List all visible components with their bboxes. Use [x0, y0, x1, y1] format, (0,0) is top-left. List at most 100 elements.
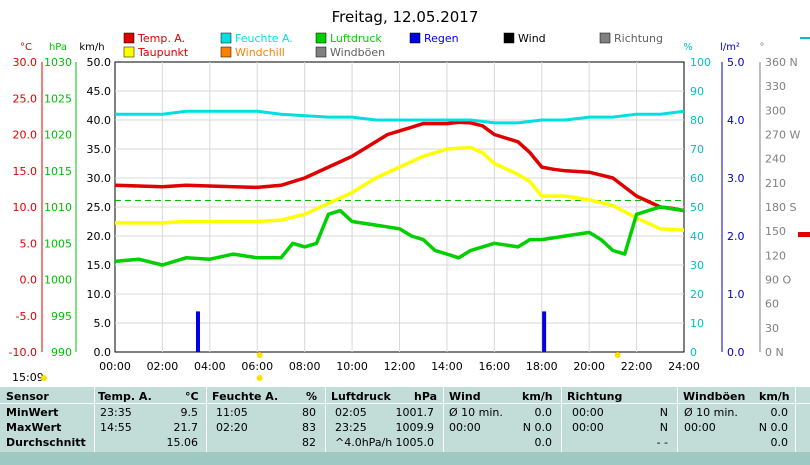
header-direction: Richtung [567, 390, 623, 403]
chart-title: Freitag, 12.05.2017 [332, 8, 479, 26]
tick-label-deg: 30 [765, 322, 779, 335]
table-cell-t-val: 21.7 [173, 421, 199, 434]
table-cell-g-time: 00:00 [684, 421, 716, 434]
tick-label-pct: 70 [690, 143, 704, 156]
tick-label-pct: 100 [690, 56, 711, 69]
rain-bar [195, 311, 200, 352]
tick-label-deg: 330 [765, 80, 786, 93]
table-cell-label: MaxWert [6, 421, 62, 434]
time-markers [41, 37, 810, 381]
header-temp: Temp. A. [98, 390, 152, 403]
chart-legend: Temp. A. Feuchte A. Luftdruck Regen Wind Rich… [123, 32, 663, 59]
table-cell-p-val: 1009.9 [395, 421, 435, 434]
x-tick-label: 14:00 [431, 360, 463, 373]
tick-label-deg: 240 [765, 153, 786, 166]
table-cell-w-time: Ø 10 min. [449, 406, 503, 419]
table-cell-h-val: 83 [302, 421, 316, 434]
tick-label-lm2: 5.0 [727, 56, 745, 69]
tick-label-temp: 25.0 [13, 92, 38, 105]
legend-label: Windchill [235, 46, 285, 59]
tick-label-lm2: 0.0 [727, 346, 745, 359]
legend-label: Richtung [614, 32, 663, 45]
legend-swatch [123, 46, 135, 58]
legend-label: Wind [518, 32, 546, 45]
legend-swatch [123, 32, 135, 44]
tick-label-temp: -10.0 [9, 346, 37, 359]
tick-label-hpa: 1010 [44, 201, 72, 214]
sun-marker-icon [256, 352, 263, 358]
table-cell-g-val: 0.0 [770, 406, 789, 419]
table-cell-d-time: 00:00 [572, 406, 604, 419]
table-cell-t-time: 23:35 [100, 406, 132, 419]
table-cell-p-time: 02:05 [335, 406, 367, 419]
tick-label-deg: 60 [765, 298, 779, 311]
axis-ticks: 30.025.020.015.010.05.00.0-5.0-10.010301… [9, 56, 801, 384]
series-line-luftdruck [114, 205, 685, 267]
table-cell-d-time: 00:00 [572, 421, 604, 434]
tick-label-lm2: 1.0 [727, 288, 745, 301]
tick-label-kmh: 40.0 [87, 114, 112, 127]
tick-label-deg: 270 W [765, 129, 800, 142]
x-tick-label: 24:00 [668, 360, 700, 373]
tick-label-pct: 40 [690, 230, 704, 243]
status-bar [0, 452, 810, 465]
tick-label-lm2: 3.0 [727, 172, 745, 185]
header-humidity-unit: % [306, 390, 318, 403]
header-pressure-unit: hPa [414, 390, 438, 403]
table-cell-g-val: 0.0 [770, 436, 789, 449]
tick-label-pct: 60 [690, 172, 704, 185]
tick-label-temp: 5.0 [20, 237, 38, 250]
sun-marker-icon [41, 375, 47, 381]
table-cell-g-time: Ø 10 min. [684, 406, 738, 419]
x-tick-label: 12:00 [384, 360, 416, 373]
axis-unit-temp: °C [20, 42, 32, 53]
tick-label-hpa: 990 [51, 346, 72, 359]
legend-swatch [220, 32, 232, 44]
legend-swatch [315, 46, 327, 58]
x-tick-label: 18:00 [526, 360, 558, 373]
weather-chart: Freitag, 12.05.2017 Temp. A. Feuchte A. Lu… [9, 8, 810, 384]
x-tick-label: 20:00 [573, 360, 605, 373]
header-wind: Wind [449, 390, 481, 403]
tick-label-hpa: 1015 [44, 165, 72, 178]
legend-swatch [220, 46, 232, 58]
tick-label-deg: 210 [765, 177, 786, 190]
tick-label-pct: 30 [690, 259, 704, 272]
tick-label-lm2: 4.0 [727, 114, 745, 127]
edge-temp-mark [798, 232, 810, 237]
tick-label-pct: 0 [690, 346, 697, 359]
grid-lines [115, 62, 684, 352]
x-tick-label: 06:00 [241, 360, 273, 373]
table-cell-t-val: 9.5 [180, 406, 199, 419]
axis-unit-pct: % [683, 42, 693, 53]
table-cell-label: Durchschnitt [6, 436, 86, 449]
tick-label-kmh: 15.0 [87, 259, 112, 272]
table-cell-p-time: 23:25 [335, 421, 367, 434]
tick-label-kmh: 20.0 [87, 230, 112, 243]
edge-humidity-mark [800, 37, 810, 39]
tick-label-kmh: 35.0 [87, 143, 112, 156]
axis-unit-deg: ° [760, 42, 765, 53]
tick-label-deg: 360 N [765, 56, 798, 69]
series-line-taupunkt [115, 145, 685, 232]
table-cell-w-val: N 0.0 [522, 421, 552, 434]
tick-label-kmh: 30.0 [87, 172, 112, 185]
tick-label-lm2: 2.0 [727, 230, 745, 243]
tick-label-temp: 0.0 [20, 274, 38, 287]
header-gust: Windböen [683, 390, 746, 403]
tick-label-pct: 50 [690, 201, 704, 214]
tick-label-deg: 90 O [765, 274, 791, 287]
tick-label-hpa: 1005 [44, 237, 72, 250]
legend-label: Feuchte A. [235, 32, 293, 45]
tick-label-kmh: 25.0 [87, 201, 112, 214]
axis-unit-kmh: km/h [79, 42, 104, 53]
tick-label-hpa: 1030 [44, 56, 72, 69]
tick-label-deg: 0 N [765, 346, 784, 359]
tick-label-hpa: 995 [51, 310, 72, 323]
chart-series [114, 109, 685, 352]
table-cell-label: MinWert [6, 406, 59, 419]
table-cell-p-val: 1005.0 [395, 436, 435, 449]
table-cell-p-val: 1001.7 [395, 406, 435, 419]
legend-swatch [315, 32, 327, 44]
tick-label-deg: 300 [765, 104, 786, 117]
